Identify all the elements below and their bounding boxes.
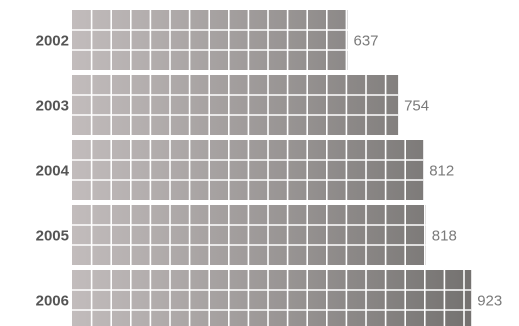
bar-tiles-2002	[72, 10, 348, 70]
bar-tiles-2005	[72, 205, 426, 265]
value-label-2002: 637	[354, 33, 379, 50]
bar-tiles-2003	[72, 75, 399, 135]
category-label-2005: 2005	[36, 228, 69, 245]
value-label-2006: 923	[477, 293, 502, 310]
category-label-2002: 2002	[36, 33, 69, 50]
category-label-2004: 2004	[36, 163, 70, 180]
category-label-2003: 2003	[36, 98, 69, 115]
bars-layer	[72, 10, 472, 326]
value-label-2005: 818	[432, 228, 457, 245]
bar-tiles-2006	[72, 270, 472, 326]
value-label-2003: 754	[404, 98, 429, 115]
bar-2006	[72, 270, 472, 326]
bar-2004	[72, 140, 424, 200]
value-label-2004: 812	[429, 163, 454, 180]
labels-layer: 2002 637 2003 754 2004 812 2005 818 2006 923	[36, 33, 503, 310]
category-label-2006: 2006	[36, 293, 69, 310]
bar-2003	[72, 75, 399, 135]
bar-tiles-2004	[72, 140, 424, 200]
